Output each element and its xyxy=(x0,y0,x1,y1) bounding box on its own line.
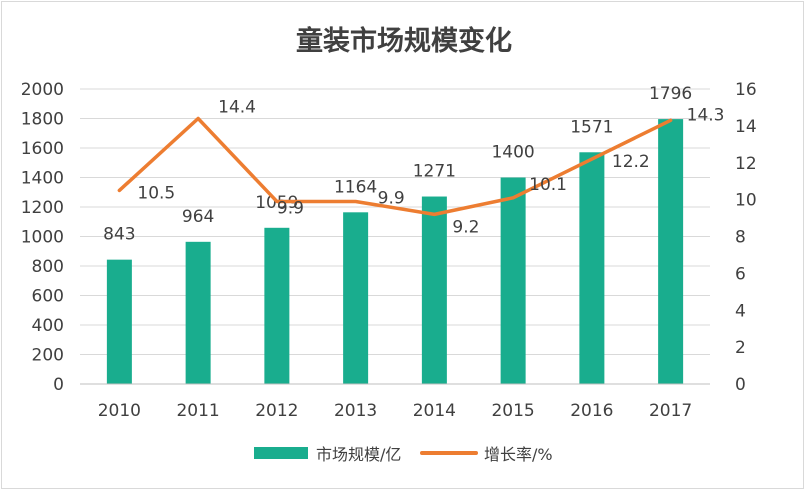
bar xyxy=(185,241,211,384)
y-left-tick-label: 600 xyxy=(32,287,64,307)
line-value-label: 14.3 xyxy=(687,105,725,125)
x-tick-label: 2017 xyxy=(649,401,692,421)
growth-rate-line xyxy=(117,116,673,217)
left-axis: 0 200 400 600 800 1000 1200 1400 1600 1800 2000 xyxy=(21,80,64,395)
x-tick-label: 2015 xyxy=(491,401,534,421)
x-axis: 2010 2011 2012 2013 2014 2015 2016 2017 xyxy=(80,383,710,421)
y-left-tick-label: 1600 xyxy=(21,139,64,159)
legend-swatch-bar xyxy=(254,447,308,459)
y-right-tick-label: 8 xyxy=(735,228,746,248)
y-right-tick-label: 16 xyxy=(735,80,757,100)
line-value-label: 12.2 xyxy=(612,152,650,172)
y-left-tick-label: 400 xyxy=(32,316,64,336)
bar-value-label: 1400 xyxy=(491,143,534,163)
legend: 市场规模/亿 增长率/% xyxy=(254,445,553,464)
line-series xyxy=(117,116,673,217)
x-tick-label: 2010 xyxy=(98,401,141,421)
x-tick-label: 2016 xyxy=(570,401,613,421)
right-axis: 0 2 4 6 8 10 12 14 16 xyxy=(735,80,757,395)
line-value-label: 14.4 xyxy=(218,98,256,118)
y-right-tick-label: 2 xyxy=(735,338,746,358)
line-value-label: 9.9 xyxy=(378,188,405,208)
line-value-label: 9.2 xyxy=(452,217,479,237)
bar xyxy=(579,152,605,384)
y-left-tick-label: 0 xyxy=(53,375,64,395)
gridlines xyxy=(80,88,710,385)
bar-value-label: 1571 xyxy=(570,117,613,137)
y-right-tick-label: 10 xyxy=(735,191,757,211)
y-left-tick-label: 800 xyxy=(32,257,64,277)
y-left-tick-label: 200 xyxy=(32,346,64,366)
bar xyxy=(500,177,526,384)
bar-value-label: 1271 xyxy=(413,162,456,182)
x-tick-label: 2012 xyxy=(255,401,298,421)
x-tick-label: 2011 xyxy=(176,401,219,421)
x-tick-label: 2014 xyxy=(413,401,456,421)
x-tick-label: 2013 xyxy=(334,401,377,421)
bar xyxy=(343,212,369,384)
bar xyxy=(264,227,290,384)
legend-label-bar: 市场规模/亿 xyxy=(316,445,401,464)
line-value-label: 9.9 xyxy=(277,198,304,218)
y-left-tick-label: 1000 xyxy=(21,228,64,248)
y-right-tick-label: 0 xyxy=(735,375,746,395)
y-right-tick-label: 14 xyxy=(735,117,757,137)
line-labels: 10.5 14.4 9.9 9.9 9.2 10.1 12.2 14.3 xyxy=(137,98,724,238)
legend-label-line: 增长率/% xyxy=(484,445,553,464)
line-value-label: 10.5 xyxy=(137,183,175,203)
bar-series xyxy=(106,119,684,384)
line-value-label: 10.1 xyxy=(529,175,567,195)
bar-value-label: 1796 xyxy=(649,84,692,104)
bar-value-label: 843 xyxy=(103,225,135,245)
y-right-tick-label: 4 xyxy=(735,301,746,321)
chart-title: 童装市场规模变化 xyxy=(296,25,512,57)
bar-value-label: 964 xyxy=(182,207,214,227)
y-right-tick-label: 6 xyxy=(735,264,746,284)
y-left-tick-label: 1200 xyxy=(21,198,64,218)
bar xyxy=(658,119,684,384)
bar xyxy=(421,196,447,384)
bar-value-label: 1164 xyxy=(334,177,377,197)
y-right-tick-label: 12 xyxy=(735,154,757,174)
y-left-tick-label: 1800 xyxy=(21,110,64,130)
y-left-tick-label: 2000 xyxy=(21,80,64,100)
y-left-tick-label: 1400 xyxy=(21,169,64,189)
bar xyxy=(106,259,132,384)
